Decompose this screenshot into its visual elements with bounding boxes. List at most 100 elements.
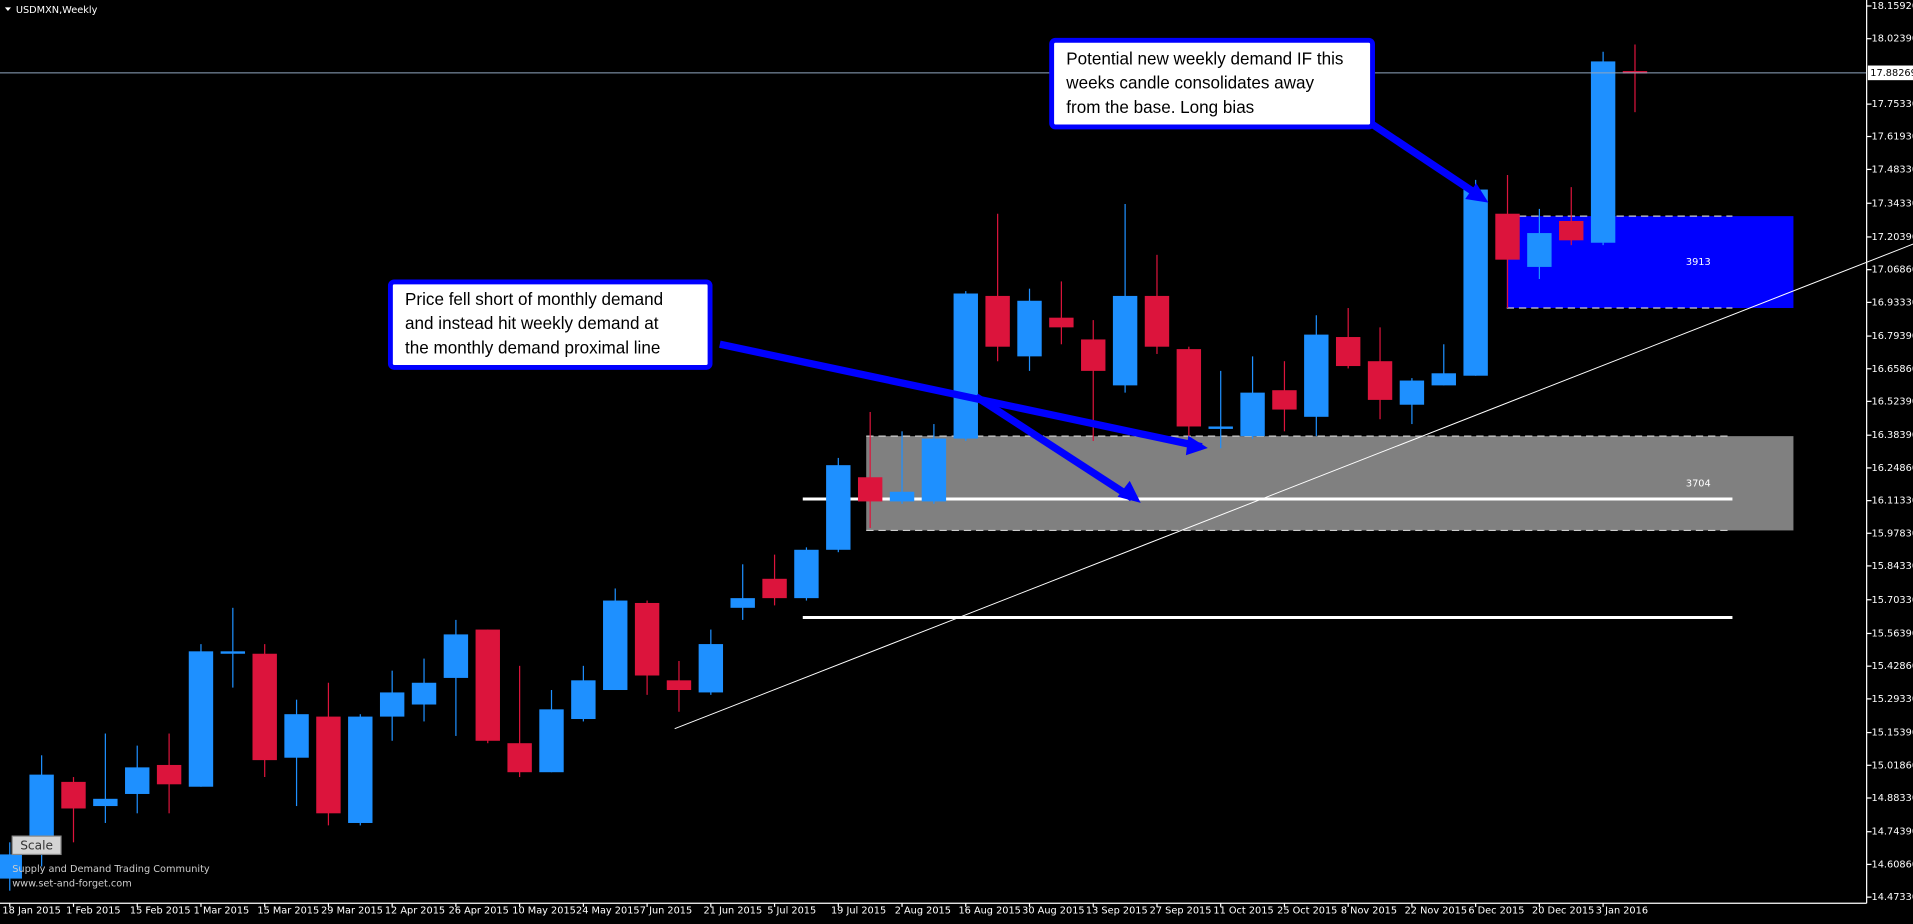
- footer-text: Supply and Demand Trading Community: [12, 864, 210, 875]
- candle-body: [220, 651, 246, 654]
- y-tick-label: 15.29330: [1872, 694, 1913, 705]
- candle-body: [1081, 339, 1106, 371]
- y-tick-label: 17.75330: [1872, 99, 1913, 110]
- callout-text: Potential new weekly demand IF this: [1066, 49, 1343, 68]
- candle-body: [730, 598, 755, 608]
- callout-text: weeks candle consolidates away: [1065, 74, 1314, 93]
- candle-body: [316, 716, 341, 814]
- candle-body: [443, 634, 469, 678]
- candle-body: [379, 692, 405, 717]
- candle-body: [1335, 337, 1361, 367]
- y-tick-label: 16.93330: [1872, 297, 1913, 308]
- candle-body: [507, 743, 532, 773]
- callout-2: Potential new weekly demand IF this week…: [1049, 37, 1489, 203]
- callout-text: Price fell short of monthly demand: [405, 290, 663, 309]
- y-tick-label: 14.74390: [1872, 827, 1913, 838]
- x-tick-label: 13 Sep 2015: [1086, 906, 1148, 917]
- callout-1: Price fell short of monthly demand and i…: [387, 279, 1208, 503]
- candle-body: [634, 602, 660, 676]
- y-tick-label: 15.97830: [1872, 528, 1913, 539]
- candle-body: [1622, 71, 1648, 74]
- arrow: [719, 340, 1203, 451]
- x-tick-label: 11 Oct 2015: [1213, 906, 1273, 917]
- candle-body: [1208, 426, 1233, 429]
- y-tick-label: 17.48330: [1872, 164, 1913, 175]
- price-label: 17.88269: [1870, 68, 1913, 79]
- candle-body: [475, 629, 500, 741]
- y-tick-label: 15.42860: [1872, 661, 1913, 672]
- candle-body: [1431, 373, 1456, 386]
- x-tick-label: 30 Aug 2015: [1022, 906, 1084, 917]
- candle-body: [61, 781, 86, 809]
- candle-body: [1017, 300, 1042, 357]
- x-tick-label: 6 Dec 2015: [1468, 906, 1524, 917]
- candle-body: [826, 465, 851, 550]
- candle-body: [571, 680, 596, 720]
- candle-body: [1559, 220, 1584, 241]
- price-box: [1867, 65, 1913, 81]
- x-tick-label: 20 Dec 2015: [1532, 906, 1594, 917]
- candle-body: [1112, 295, 1138, 386]
- x-tick-label: 27 Sep 2015: [1150, 906, 1212, 917]
- callout-text: from the base. Long bias: [1066, 98, 1254, 117]
- candle-body: [857, 477, 883, 502]
- trend-line: [674, 243, 1913, 730]
- candle-body: [252, 653, 277, 761]
- candle-body: [125, 767, 150, 794]
- x-tick-label: 8 Nov 2015: [1341, 906, 1397, 917]
- zone-label: 3704: [1686, 478, 1711, 489]
- candle-body: [666, 680, 692, 691]
- y-tick-label: 16.38390: [1872, 430, 1913, 441]
- y-tick-label: 14.88330: [1872, 793, 1913, 804]
- x-tick-label: 1 Mar 2015: [194, 906, 250, 917]
- candle-body: [1399, 380, 1425, 405]
- scale-button[interactable]: [11, 835, 62, 856]
- zones: 3913 3704: [802, 215, 1794, 620]
- y-tick-label: 14.47330: [1872, 892, 1913, 903]
- candle-body: [539, 709, 564, 773]
- y-tick-label: 16.65860: [1872, 364, 1913, 375]
- candle-body: [284, 714, 309, 758]
- candle-body: [1144, 295, 1170, 347]
- callout-box: [1049, 37, 1375, 130]
- candle-body: [93, 798, 118, 807]
- y-tick-label: 18.15920: [1872, 1, 1913, 12]
- arrow-head: [1465, 183, 1489, 203]
- y-tick-label: 14.60860: [1872, 859, 1913, 870]
- x-tick-label: 10 May 2015: [512, 906, 576, 917]
- candle-body: [1527, 233, 1552, 267]
- y-tick-label: 18.02390: [1872, 34, 1913, 45]
- menu-icon[interactable]: [4, 7, 11, 11]
- candle-body: [1272, 390, 1297, 410]
- arrow-head: [1185, 435, 1208, 456]
- x-tick-label: 15 Mar 2015: [257, 906, 319, 917]
- candle-body: [1367, 361, 1393, 400]
- candle-body: [985, 295, 1010, 347]
- x-tick-label: 5 Jul 2015: [767, 906, 816, 917]
- y-tick-label: 17.61930: [1872, 132, 1913, 143]
- x-tick-label: 25 Oct 2015: [1277, 906, 1337, 917]
- scale-button-label[interactable]: Scale: [20, 838, 53, 852]
- x-tick-label: 19 Jul 2015: [831, 906, 886, 917]
- candle-body: [188, 651, 214, 787]
- x-tick-label: 15 Feb 2015: [130, 906, 191, 917]
- callout-text: and instead hit weekly demand at: [405, 314, 659, 333]
- candle-body: [0, 854, 22, 879]
- x-tick-label: 21 Jun 2015: [704, 906, 763, 917]
- y-tick-label: 16.24860: [1872, 463, 1913, 474]
- y-tick-label: 17.20390: [1872, 232, 1913, 243]
- arrow: [1370, 121, 1481, 199]
- y-tick-label: 15.15390: [1872, 728, 1913, 739]
- x-tick-label: 2 Aug 2015: [895, 906, 951, 917]
- y-tick-label: 16.11330: [1872, 496, 1913, 507]
- candle-body: [348, 716, 373, 823]
- candle-body: [1304, 334, 1329, 417]
- x-tick-label: 12 Apr 2015: [385, 906, 445, 917]
- candle-body: [29, 774, 54, 848]
- x-tick-label: 1 Feb 2015: [66, 906, 120, 917]
- y-tick-label: 17.06860: [1872, 265, 1913, 276]
- y-tick-label: 15.56390: [1872, 628, 1913, 639]
- y-tick-label: 15.70330: [1872, 595, 1913, 606]
- candle-body: [411, 682, 437, 705]
